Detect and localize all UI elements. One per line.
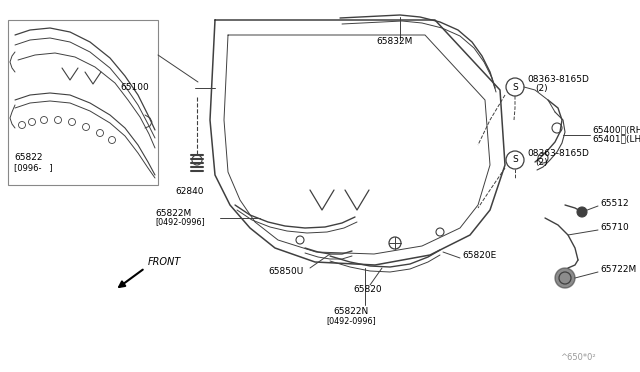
Text: (2): (2)	[535, 84, 548, 93]
Circle shape	[577, 207, 587, 217]
Text: 65850U: 65850U	[268, 267, 303, 276]
Text: FRONT: FRONT	[148, 257, 181, 267]
Text: 65100: 65100	[120, 83, 148, 93]
Text: 65822: 65822	[14, 154, 42, 163]
Text: 65512: 65512	[600, 199, 628, 208]
Text: [0492-0996]: [0492-0996]	[326, 317, 376, 326]
Text: ^650*0²: ^650*0²	[560, 353, 596, 362]
Circle shape	[555, 268, 575, 288]
Bar	[8, 20, 158, 185]
Text: 65400　(RH): 65400 (RH)	[592, 125, 640, 135]
Text: 65722M: 65722M	[600, 266, 636, 275]
Text: [0996-   ]: [0996- ]	[14, 164, 52, 173]
Text: (2): (2)	[535, 157, 548, 167]
Text: 65820: 65820	[353, 285, 381, 295]
Text: 65822M: 65822M	[155, 208, 191, 218]
Text: 62840: 62840	[175, 187, 204, 196]
Text: 65832M: 65832M	[377, 38, 413, 46]
Text: 65710: 65710	[600, 224, 628, 232]
Text: 65820E: 65820E	[462, 250, 496, 260]
Text: S: S	[512, 155, 518, 164]
Text: 08363-8165D: 08363-8165D	[527, 148, 589, 157]
Text: 65401　(LH): 65401 (LH)	[592, 135, 640, 144]
Text: [0492-0996]: [0492-0996]	[155, 218, 205, 227]
Text: S: S	[512, 83, 518, 92]
Text: 08363-8165D: 08363-8165D	[527, 76, 589, 84]
Text: 65822N: 65822N	[333, 308, 368, 317]
